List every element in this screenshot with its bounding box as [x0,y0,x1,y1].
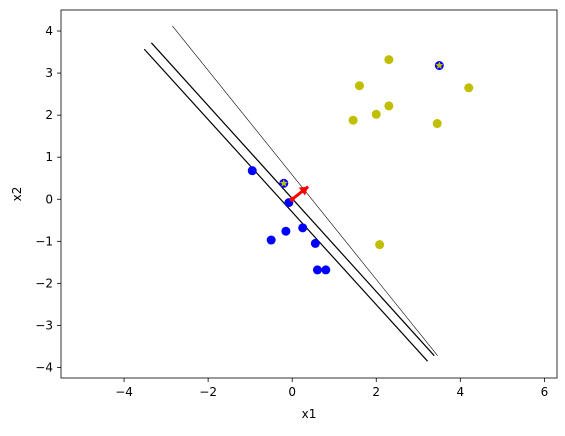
x-axis-label: x1 [302,407,317,421]
direction-arrow-origin [289,196,295,202]
data-point-series-2 [348,115,358,125]
x-tick-label: −2 [199,385,217,399]
y-axis-label: x2 [10,187,24,202]
direction-arrow-head [298,186,309,196]
data-point-series-1 [321,265,331,275]
data-point-series-2 [432,119,442,129]
data-point-series-2 [371,109,381,119]
x-axis: −4 −2 0 2 4 6 [115,378,548,399]
x-tick-label: 2 [372,385,380,399]
data-point-series-1 [298,223,308,233]
y-tick-label: −2 [35,276,53,290]
data-point-series-2 [384,101,394,111]
y-tick-label: 1 [45,150,53,164]
y-tick-label: −1 [35,234,53,248]
x-tick-label: 0 [288,385,296,399]
plot-frame [60,9,558,379]
data-point-series-2 [354,81,364,91]
data-point-series-2 [384,55,394,65]
y-tick-label: −3 [35,318,53,332]
highlight-star-marker [435,61,444,69]
y-tick-label: 2 [45,108,53,122]
data-point-series-1 [247,166,257,176]
plot-area [61,10,557,378]
highlight-star-marker [279,179,288,187]
data-point-series-2 [464,83,474,93]
plot-content [143,25,474,362]
x-tick-label: 4 [457,385,465,399]
data-point-series-1 [281,226,291,236]
data-point-series-2 [375,240,385,250]
data-point-series-1 [266,235,276,245]
data-point-series-1 [312,265,322,275]
y-tick-label: 4 [45,24,53,38]
data-point-series-1 [310,238,320,248]
y-tick-label: 0 [45,192,53,206]
y-axis: −4 −3 −2 −1 0 1 2 3 4 [35,24,61,374]
x-tick-label: 6 [541,385,549,399]
y-tick-label: 3 [45,66,53,80]
x-tick-label: −4 [115,385,133,399]
y-tick-label: −4 [35,360,53,374]
